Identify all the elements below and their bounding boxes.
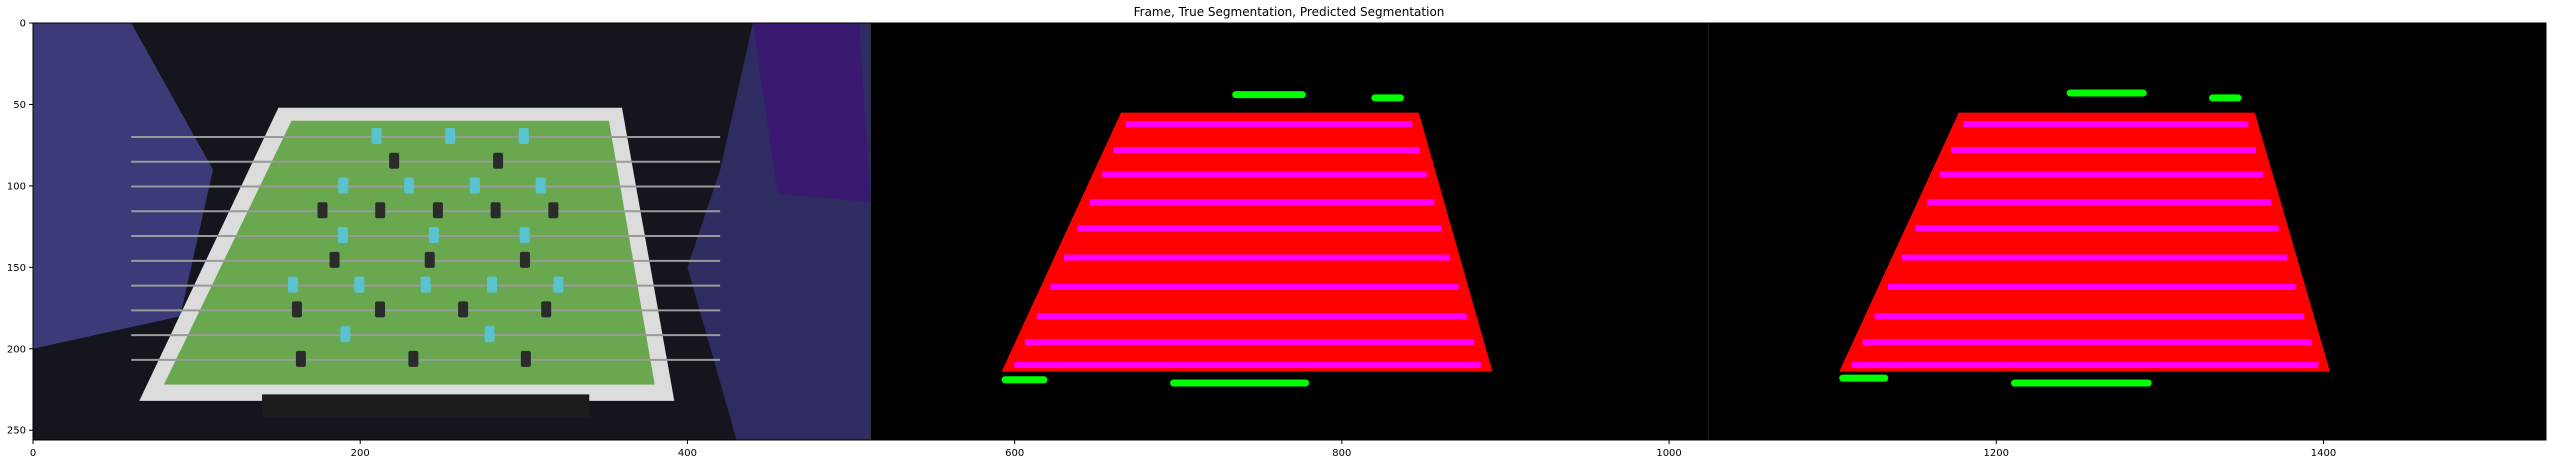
true-segmentation-panel <box>870 23 1709 440</box>
frame-player <box>389 152 400 169</box>
rod-stripe <box>1927 199 2271 206</box>
frame-player <box>541 301 552 318</box>
x-tick-label: 400 <box>678 448 697 459</box>
player-arms-left <box>33 23 213 349</box>
player-blob <box>2208 94 2242 102</box>
frame-player <box>469 177 480 194</box>
frame-player <box>317 202 328 219</box>
rod-stripe <box>1862 339 2312 346</box>
frame-player <box>428 227 439 244</box>
frame-player <box>518 128 529 145</box>
player-blob <box>1170 379 1310 387</box>
y-axis: 0 50 100 150 200 250 <box>7 19 33 437</box>
frame-player <box>548 202 559 219</box>
rod-stripe <box>1963 120 2249 127</box>
rod-stripe <box>1036 313 1467 320</box>
player-blob <box>1839 374 1889 382</box>
x-tick-label: 0 <box>30 448 36 459</box>
rod-stripe <box>1102 171 1427 178</box>
frame-player <box>375 301 386 318</box>
x-tick-label: 1200 <box>1984 448 2009 459</box>
frame-player <box>519 227 530 244</box>
player-blob <box>1001 376 1048 384</box>
frame-player <box>420 276 431 293</box>
chart-title: Frame, True Segmentation, Predicted Segm… <box>1134 5 1445 19</box>
frame-player <box>553 276 564 293</box>
rod-stripe <box>1063 254 1451 261</box>
rod-stripe <box>1915 225 2279 232</box>
frame-player <box>375 202 386 219</box>
x-tick-label: 1400 <box>2311 448 2336 459</box>
table-front-rail <box>262 394 590 418</box>
rod-stripe <box>1113 147 1420 154</box>
x-tick-label: 1000 <box>1656 448 1681 459</box>
rod-stripe <box>1014 362 1481 369</box>
frame-player <box>340 326 351 343</box>
rod-stripe <box>1901 254 2288 261</box>
frame-player <box>484 326 495 343</box>
rod-stripe <box>1024 339 1475 346</box>
rod-stripe <box>1888 283 2296 290</box>
rod-stripe <box>1050 283 1459 290</box>
frame-player <box>519 251 530 268</box>
y-tick-label: 250 <box>7 426 26 437</box>
y-tick-label: 200 <box>7 344 26 355</box>
rod-stripe <box>1852 362 2319 369</box>
player-blob <box>1371 94 1405 102</box>
frame-panel <box>33 23 871 440</box>
frame-player <box>424 251 435 268</box>
player-blob <box>1232 91 1306 99</box>
predicted-segmentation-panel <box>1708 23 2546 440</box>
frame-player <box>338 177 349 194</box>
frame-player <box>337 227 348 244</box>
plot-area <box>33 23 2546 440</box>
frame-player <box>520 350 531 367</box>
frame-player <box>291 301 302 318</box>
player-blob <box>2066 89 2147 97</box>
frame-player <box>493 152 504 169</box>
rod-stripe <box>1939 171 2263 178</box>
rod-stripe <box>1125 120 1413 127</box>
rod-stripe <box>1089 199 1435 206</box>
y-tick-label: 0 <box>20 19 26 30</box>
frame-player <box>432 202 443 219</box>
rod-stripe <box>1951 147 2256 154</box>
frame-player <box>487 276 498 293</box>
axes-frame <box>32 22 2547 441</box>
frame-player <box>404 177 415 194</box>
y-tick-label: 100 <box>7 181 26 192</box>
x-tick-label: 200 <box>351 448 370 459</box>
x-tick-label: 800 <box>1332 448 1351 459</box>
x-tick-label: 600 <box>1005 448 1024 459</box>
y-tick-label: 50 <box>13 100 26 111</box>
frame-player <box>490 202 501 219</box>
rod-stripe <box>1874 313 2305 320</box>
y-tick-label: 150 <box>7 263 26 274</box>
player-shirt-right <box>752 23 871 203</box>
rod-stripe <box>1077 225 1442 232</box>
x-axis: 0 200 400 600 800 1000 1200 1400 <box>30 440 2336 459</box>
frame-player <box>371 128 382 145</box>
frame-player <box>535 177 546 194</box>
frame-player <box>329 251 340 268</box>
player-blob <box>2011 379 2152 387</box>
frame-player <box>354 276 365 293</box>
frame-player <box>287 276 298 293</box>
frame-player <box>295 350 306 367</box>
frame-player <box>408 350 419 367</box>
frame-player <box>445 128 456 145</box>
frame-player <box>458 301 469 318</box>
